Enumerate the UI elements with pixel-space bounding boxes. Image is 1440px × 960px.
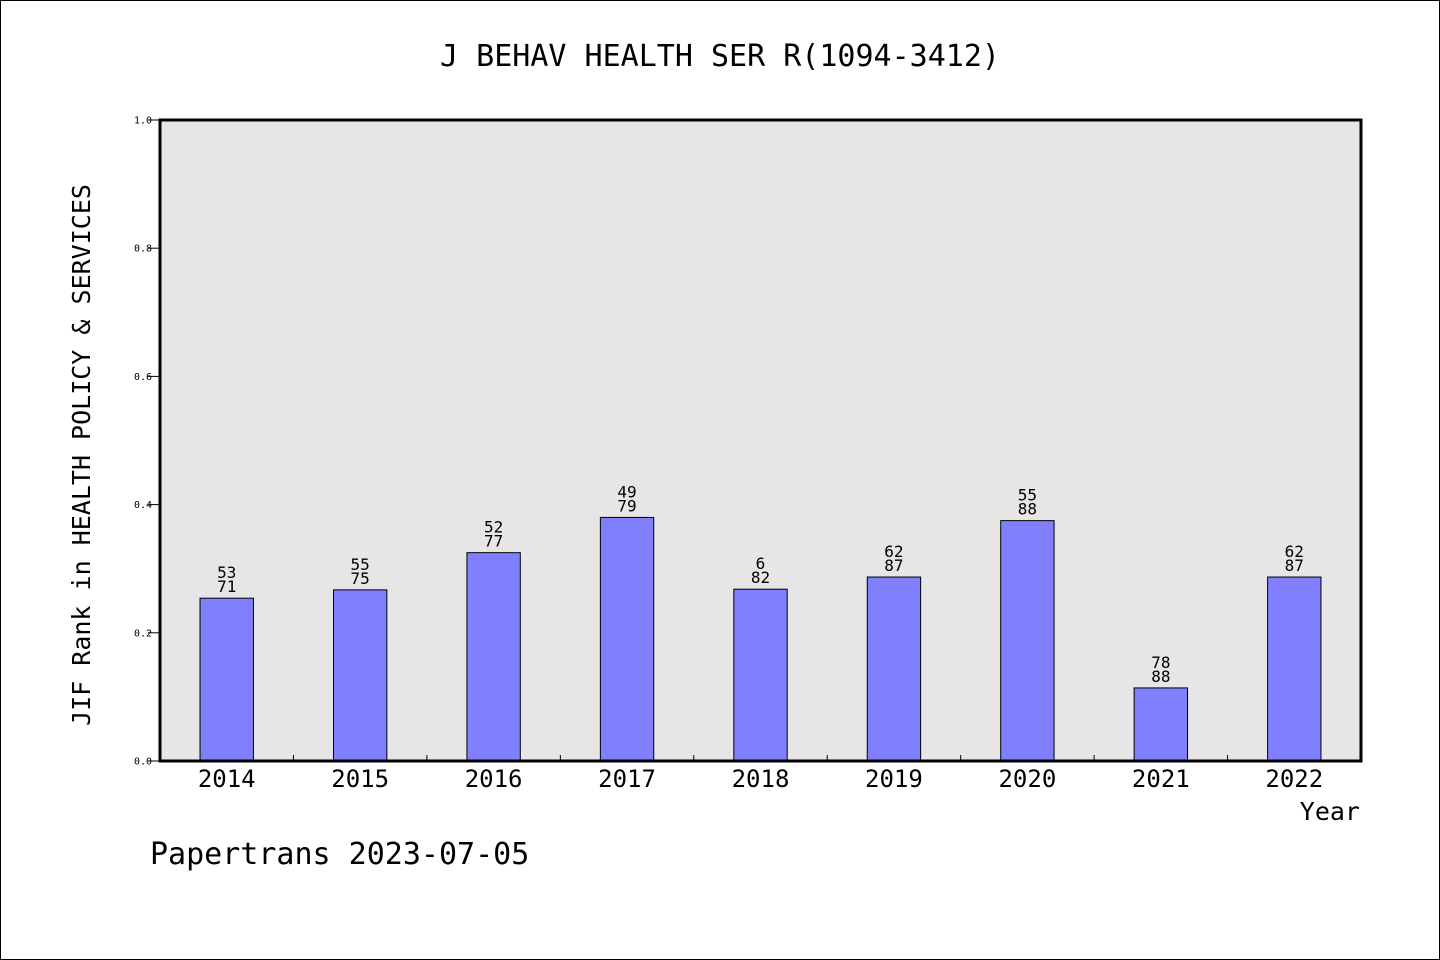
total-label: 87 [1285,556,1304,575]
x-tick-label: 2019 [865,765,923,793]
bar-2018 [733,588,788,762]
total-label: 87 [884,556,903,575]
rank-label: 55 [1018,486,1037,505]
rank-label: 6 [756,554,766,573]
bar-2015 [332,589,388,762]
bar-2020 [1000,520,1055,762]
total-label: 77 [484,532,503,551]
total-label: 79 [617,496,636,515]
rank-label: 78 [1151,653,1170,672]
total-label: 82 [751,568,770,587]
x-tick-label: 2016 [465,765,523,793]
plot-border [158,118,1363,763]
x-tick-label: 2017 [598,765,656,793]
y-tick-label: 0.6 [134,372,152,383]
rank-label: 55 [351,555,370,574]
rank-label: 49 [617,482,636,501]
x-tick-label: 2015 [331,765,389,793]
total-label: 88 [1151,667,1170,686]
rank-label: 53 [217,563,236,582]
rank-label: 62 [884,542,903,561]
bar-2021 [1133,687,1189,762]
total-label: 88 [1018,500,1037,519]
x-axis-label: Year [1300,797,1360,826]
footer-note: Papertrans 2023-07-05 [150,837,529,872]
y-tick-label: 0.0 [134,757,152,768]
x-tick-label: 2014 [198,765,256,793]
total-label: 75 [351,569,370,588]
rank-label: 62 [1285,542,1304,561]
y-axis-label: JIF Rank in HEALTH POLICY & SERVICES [67,184,96,726]
x-tick-label: 2018 [732,765,790,793]
y-tick-label: 0.8 [134,244,152,255]
bar-2022 [1267,576,1322,762]
x-tick-label: 2022 [1265,765,1323,793]
y-tick-label: 1.0 [134,116,152,127]
x-tick-label: 2020 [998,765,1056,793]
y-tick-label: 0.4 [134,500,152,511]
bar-2017 [599,516,655,762]
y-tick-label: 0.2 [134,628,152,639]
rank-label: 52 [484,518,503,537]
chart-title: J BEHAV HEALTH SER R(1094-3412) [440,39,1000,74]
bar-2014 [199,597,254,762]
axis-ticks: 0.0 0.2 0.4 0.6 0.8 1.0 2014 2015 2016 2017 2018 20… [134,116,1323,794]
total-label: 71 [217,577,236,596]
bar-2019 [866,576,922,762]
x-tick-label: 2021 [1132,765,1190,793]
bar-2016 [466,552,521,762]
